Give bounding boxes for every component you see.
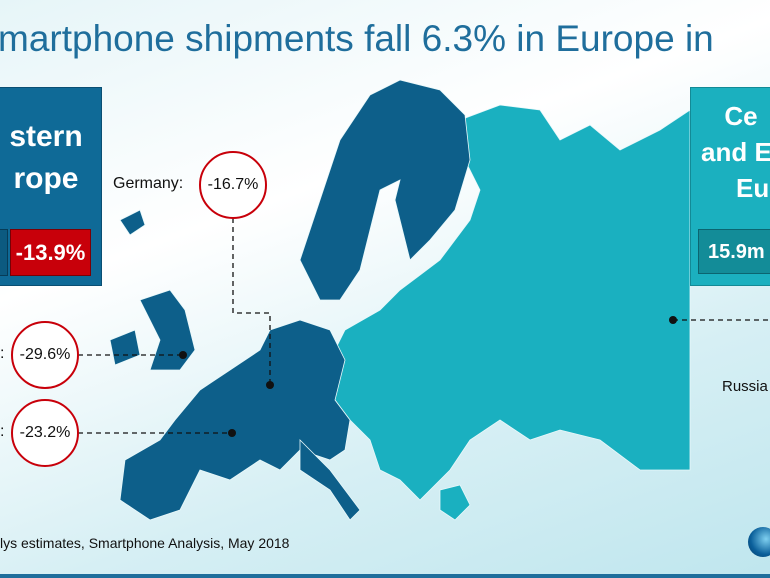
- eastern-europe-region: [329, 104, 691, 521]
- uk-label: :: [0, 345, 5, 362]
- bottom-bar: [0, 574, 770, 578]
- france-value-circle: -23.2%: [11, 399, 79, 467]
- eastern-title-line2: and E: [701, 137, 770, 167]
- france-label: :: [0, 423, 5, 440]
- western-title-line2: rope: [13, 162, 79, 195]
- eastern-title-line3: Eu: [736, 173, 770, 203]
- western-change-badge: -13.9%: [10, 229, 91, 276]
- germany-value-circle: -16.7%: [199, 151, 267, 219]
- germany-marker: [266, 381, 274, 389]
- russia-label: Russia: [722, 378, 768, 395]
- uk-marker: [179, 351, 187, 359]
- eastern-title-line1: Ce: [724, 101, 758, 131]
- callout-lines: [78, 218, 770, 434]
- eastern-units-box: 15.9m: [698, 229, 770, 274]
- western-europe-region: [109, 79, 471, 521]
- germany-leader-line: [232, 218, 271, 385]
- western-title-line1: stern: [9, 120, 83, 153]
- france-marker: [228, 429, 236, 437]
- page-title: martphone shipments fall 6.3% in Europe …: [0, 18, 714, 59]
- russia-marker: [669, 316, 677, 324]
- source-note: lys estimates, Smartphone Analysis, May …: [0, 535, 290, 551]
- globe-logo-icon: [748, 527, 770, 557]
- uk-value-circle: -29.6%: [11, 321, 79, 389]
- germany-label: Germany:: [113, 175, 184, 192]
- western-units-box: [0, 229, 8, 276]
